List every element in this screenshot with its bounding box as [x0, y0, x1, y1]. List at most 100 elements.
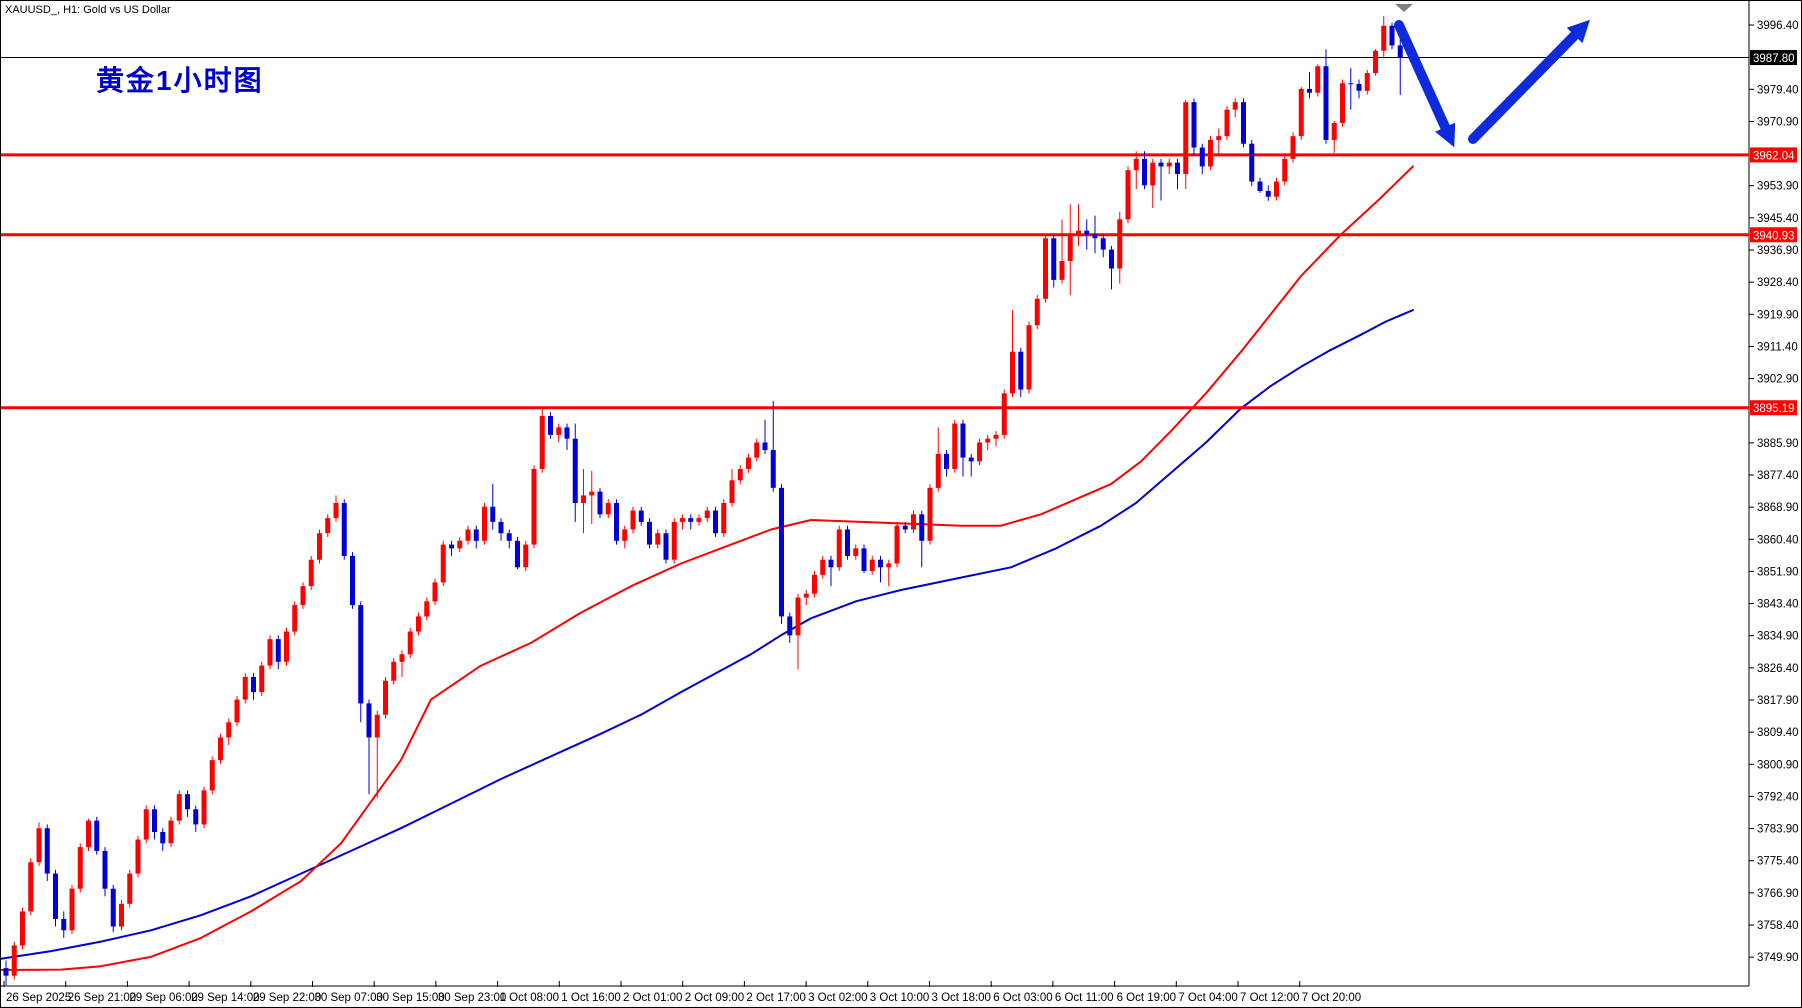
candle-body	[1133, 158, 1139, 171]
candle-body	[135, 839, 141, 874]
candle-body	[3, 968, 9, 976]
time-tick-label: 1 Oct 16:00	[561, 992, 620, 1004]
candle-body	[218, 737, 223, 761]
candle-body	[490, 506, 496, 522]
hline-price-label: 3962.04	[1753, 150, 1795, 162]
candle-body	[861, 548, 867, 572]
candle-body	[515, 540, 520, 568]
candle-body	[1150, 162, 1156, 186]
candle-body	[878, 559, 883, 568]
candle-body	[572, 438, 578, 503]
candle-body	[498, 521, 504, 534]
candle-body	[1389, 25, 1395, 46]
candle-body	[1191, 102, 1197, 148]
candle-body	[1249, 143, 1255, 182]
candle-body	[655, 533, 661, 545]
candle-body	[1208, 139, 1213, 167]
candle-body	[1356, 83, 1362, 91]
candle-body	[61, 918, 67, 931]
price-tick-label: 3868.90	[1757, 502, 1799, 514]
bid-price-label: 3987.80	[1753, 53, 1795, 65]
candle-body	[820, 559, 826, 575]
candle-body	[696, 518, 702, 522]
candle-body	[374, 714, 380, 738]
candle-body	[275, 639, 281, 662]
arrow-head-icon	[1435, 122, 1456, 148]
candle-body	[350, 555, 355, 606]
candle-body	[605, 502, 611, 515]
candle-body	[556, 427, 562, 435]
candle-body	[358, 605, 364, 704]
candle-body	[902, 525, 908, 530]
price-tick-label: 3843.40	[1757, 599, 1799, 611]
candle-body	[977, 442, 982, 462]
price-tick-label: 3851.90	[1757, 566, 1799, 578]
candle-body	[688, 518, 694, 522]
price-tick-label: 3775.40	[1757, 856, 1799, 868]
candle-body	[1307, 88, 1312, 93]
candle-body	[960, 423, 966, 458]
price-tick-label: 3758.40	[1757, 920, 1799, 932]
candle-body	[457, 540, 463, 549]
candle-body	[440, 544, 446, 583]
price-tick-label: 3885.90	[1757, 438, 1799, 450]
candle-body	[1001, 393, 1007, 435]
candle-body	[523, 544, 529, 568]
candle-body	[1373, 50, 1378, 74]
candle-body	[251, 676, 256, 693]
candle-body	[102, 850, 108, 889]
candle-body	[1381, 25, 1387, 51]
trend-arrow-down[interactable]	[1394, 20, 1456, 148]
candle-body	[886, 563, 892, 568]
hline-price-label: 3940.93	[1753, 230, 1795, 242]
candle-body	[1257, 181, 1263, 192]
price-tick-label: 3945.40	[1757, 213, 1799, 225]
candle-body	[1216, 136, 1222, 140]
bid-price-label-box	[1750, 50, 1797, 66]
time-tick-label: 2 Oct 01:00	[623, 992, 682, 1004]
candle-body	[539, 416, 545, 469]
price-tick-label: 3783.90	[1757, 824, 1799, 836]
candle-body	[1142, 158, 1147, 186]
candle-body	[399, 654, 405, 662]
candle-body	[1084, 230, 1090, 235]
candle-body	[1175, 162, 1180, 174]
candle-body	[713, 510, 718, 534]
candle-body	[1364, 73, 1370, 91]
candle-body	[209, 760, 215, 791]
candle-body	[1117, 219, 1123, 269]
candle-body	[1199, 147, 1205, 167]
peak-marker-icon[interactable]	[1395, 4, 1413, 12]
price-tick-label: 3902.90	[1757, 374, 1799, 386]
candle-body	[267, 639, 273, 666]
time-tick-label: 6 Oct 19:00	[1117, 992, 1176, 1004]
candle-body	[911, 514, 916, 530]
candle-body	[317, 533, 322, 560]
hline-price-label-box	[1750, 400, 1797, 416]
candle-body	[391, 661, 397, 681]
price-tick-label: 3928.40	[1757, 277, 1799, 289]
candle-body	[581, 495, 586, 503]
trend-arrow-up[interactable]	[1468, 19, 1591, 144]
candle-body	[1043, 238, 1048, 299]
candle-body	[407, 631, 413, 655]
candle-body	[94, 820, 100, 851]
time-tick-label: 30 Sep 07:00	[315, 992, 383, 1004]
time-tick-label: 7 Oct 04:00	[1178, 992, 1237, 1004]
candle-body	[1010, 351, 1015, 394]
price-tick-label: 3979.40	[1757, 84, 1799, 96]
hline-price-label: 3895.19	[1753, 403, 1795, 415]
candle-body	[531, 468, 537, 545]
candle-body	[259, 665, 265, 693]
price-tick-label: 3936.90	[1757, 245, 1799, 257]
candle-body	[416, 616, 421, 632]
candle-body	[985, 438, 991, 443]
candle-body	[1315, 66, 1321, 93]
price-tick-label: 3953.90	[1757, 181, 1799, 193]
candle-body	[1166, 162, 1172, 167]
candle-body	[828, 559, 834, 568]
candle-body	[836, 529, 842, 568]
candle-body	[506, 533, 512, 541]
price-tick-label: 3749.90	[1757, 952, 1799, 964]
price-tick-label: 3877.40	[1757, 470, 1799, 482]
